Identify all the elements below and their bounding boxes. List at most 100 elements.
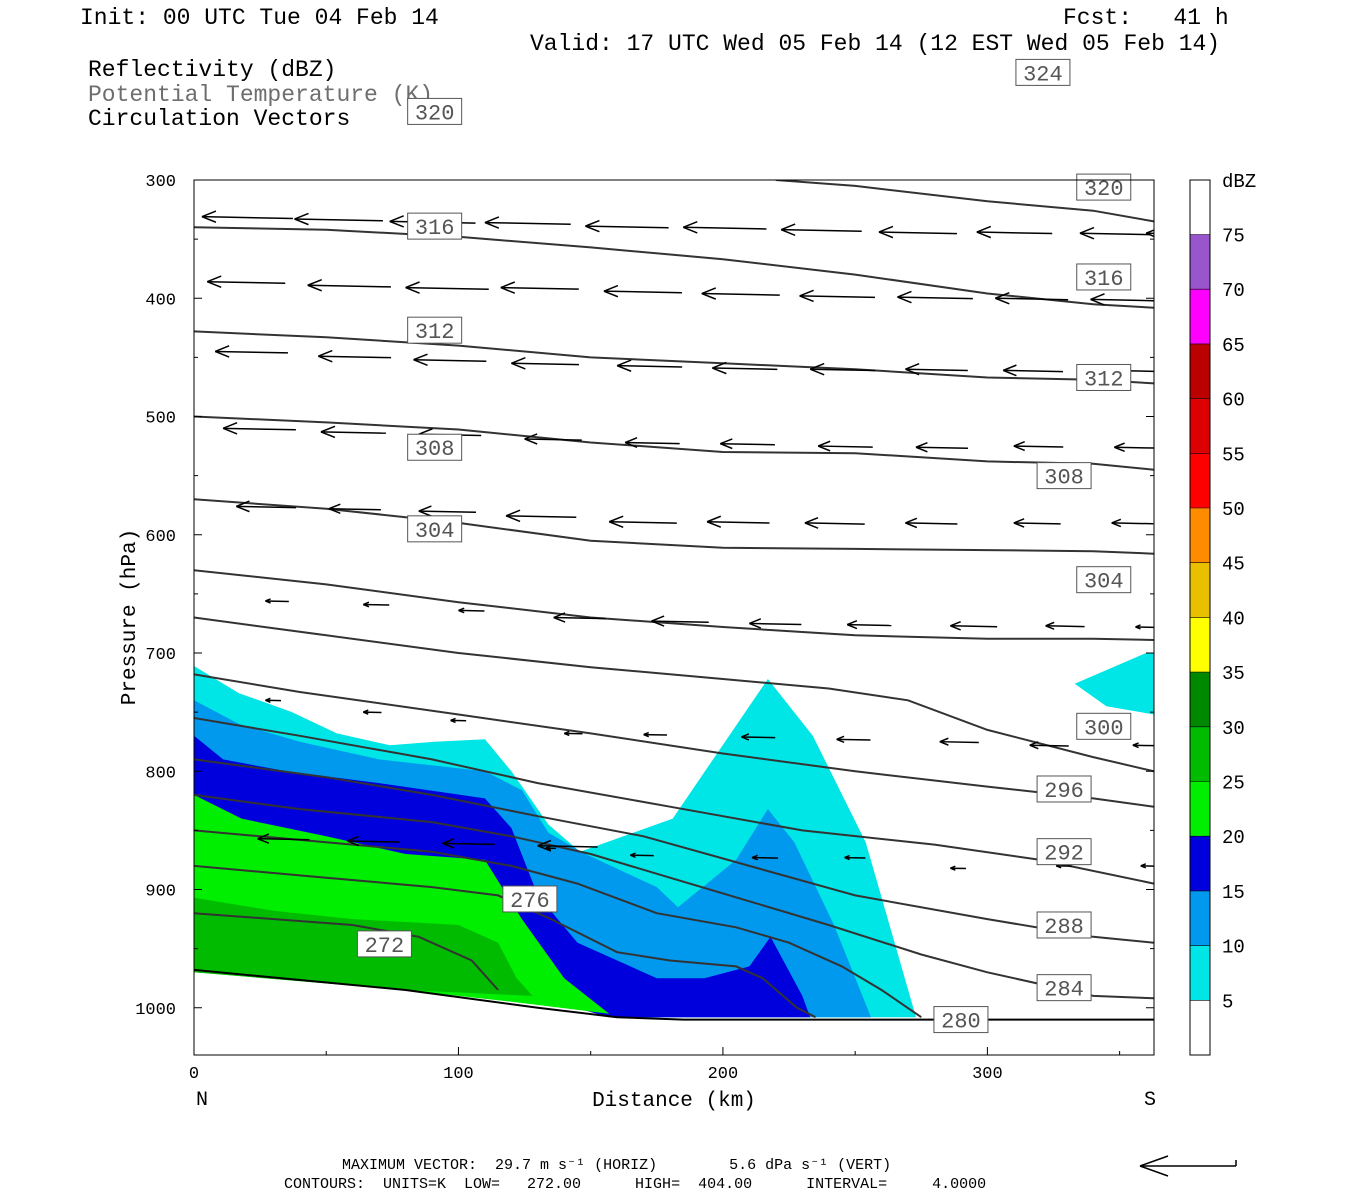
wind-vector <box>630 852 654 858</box>
colorbar-segment <box>1190 179 1210 235</box>
theta-contour-320 <box>194 226 1154 309</box>
wind-vector <box>939 737 979 746</box>
svg-text:320: 320 <box>415 101 455 126</box>
plot-frame <box>193 179 1155 1056</box>
y-axis-label: Pressure (hPa) <box>119 529 142 705</box>
colorbar-tick-label: 40 <box>1222 608 1245 630</box>
reflectivity-fill-5dbz <box>1074 653 1154 715</box>
theta-contour-284 <box>194 793 1154 1000</box>
y-tick-label: 800 <box>145 764 176 783</box>
wind-vector <box>720 438 775 450</box>
contour-label-300: 300 <box>1076 712 1132 741</box>
wind-vector <box>511 356 579 370</box>
field-label-reflectivity: Reflectivity (dBZ) <box>88 57 337 83</box>
wind-vector <box>751 854 779 861</box>
contour-label-276: 276 <box>502 885 558 914</box>
colorbar-tick-label: 50 <box>1222 499 1245 521</box>
wind-vector <box>442 838 495 849</box>
wind-vector <box>976 225 1053 239</box>
wind-vector <box>257 833 310 844</box>
wind-vector <box>1002 364 1064 377</box>
theta-contour-316 <box>194 330 1154 385</box>
reference-vector <box>1139 1155 1237 1177</box>
wind-vector <box>347 835 400 847</box>
svg-text:316: 316 <box>1084 267 1124 292</box>
wind-vector <box>780 223 862 236</box>
svg-text:284: 284 <box>1044 978 1084 1003</box>
wind-vector <box>201 210 293 223</box>
wind-vector <box>905 517 958 529</box>
wind-vector <box>878 225 957 239</box>
svg-text:324: 324 <box>1023 62 1063 87</box>
wind-vector <box>265 697 282 703</box>
contour-label-308: 308 <box>407 433 463 462</box>
x-tick-label: 100 <box>443 1065 474 1084</box>
contour-label-324: 324 <box>1015 58 1071 87</box>
x-tick-label: 0 <box>189 1065 199 1084</box>
wind-vector <box>643 731 668 738</box>
svg-text:296: 296 <box>1044 779 1084 804</box>
wind-vector <box>222 422 296 435</box>
y-tick-label: 600 <box>145 528 176 547</box>
colorbar-tick-label: 15 <box>1222 882 1245 904</box>
theta-contour-292 <box>194 717 1154 885</box>
theta-contour-308 <box>194 498 1154 555</box>
wind-vector <box>545 845 557 851</box>
colorbar-segment <box>1190 945 1210 1001</box>
wind-vector <box>701 287 780 300</box>
colorbar-tick-label: 10 <box>1222 937 1245 959</box>
colorbar-tick-label: 60 <box>1222 390 1245 412</box>
y-tick-label: 900 <box>145 883 176 902</box>
contour-label-280: 280 <box>933 1006 989 1035</box>
colorbar-tick-label: 35 <box>1222 663 1245 685</box>
wind-vector <box>846 620 892 630</box>
svg-text:300: 300 <box>1084 716 1124 741</box>
theta-contour-304 <box>194 569 1154 641</box>
contour-label-272: 272 <box>356 930 412 959</box>
colorbar-segment <box>1190 234 1210 290</box>
contour-label-304: 304 <box>1076 566 1132 595</box>
y-tick-label: 700 <box>145 646 176 665</box>
colorbar-segment <box>1190 781 1210 837</box>
wind-vector <box>537 839 598 852</box>
wind-vector <box>809 362 876 376</box>
endpoint-right-label: S <box>1144 1089 1156 1112</box>
colorbar-tick-label: 30 <box>1222 718 1245 740</box>
wind-vector <box>563 730 583 737</box>
colorbar-tick-label: 45 <box>1222 554 1245 576</box>
colorbar-segment <box>1190 836 1210 891</box>
x-axis-label: Distance (km) <box>592 1090 756 1113</box>
wind-vector <box>950 620 998 631</box>
wind-vector <box>362 601 390 608</box>
wind-vector <box>294 212 383 226</box>
contour-label-312: 312 <box>1076 363 1132 392</box>
contour-label-316: 316 <box>1076 263 1132 292</box>
y-tick-label: 500 <box>145 410 176 429</box>
wind-vector <box>608 515 677 529</box>
svg-text:288: 288 <box>1044 915 1084 940</box>
svg-text:308: 308 <box>415 437 455 462</box>
wind-vector <box>651 615 709 627</box>
contour-label-312: 312 <box>407 316 463 345</box>
svg-text:316: 316 <box>415 216 455 241</box>
wind-vector <box>318 349 392 363</box>
wind-vector <box>484 216 571 229</box>
wind-vector <box>1114 442 1154 453</box>
wind-vector <box>328 503 381 515</box>
wind-vector <box>706 515 770 528</box>
footer-contours: CONTOURS: UNITS=K LOW= 272.00 HIGH= 404.… <box>284 1176 987 1193</box>
wind-vector <box>265 598 289 604</box>
wind-vector <box>413 353 487 367</box>
wind-vector <box>905 363 968 376</box>
wind-vector <box>817 440 873 452</box>
x-tick-label: 200 <box>708 1065 739 1084</box>
wind-vector <box>1029 741 1069 750</box>
theta-contour-324 <box>775 180 1154 223</box>
theta-contour-272 <box>194 912 499 991</box>
colorbar-segment <box>1190 562 1210 618</box>
contour-label-284: 284 <box>1036 974 1092 1003</box>
wind-vector <box>804 516 865 529</box>
wind-vector <box>682 221 767 234</box>
wind-vector <box>712 361 778 375</box>
wind-vector <box>553 612 606 623</box>
